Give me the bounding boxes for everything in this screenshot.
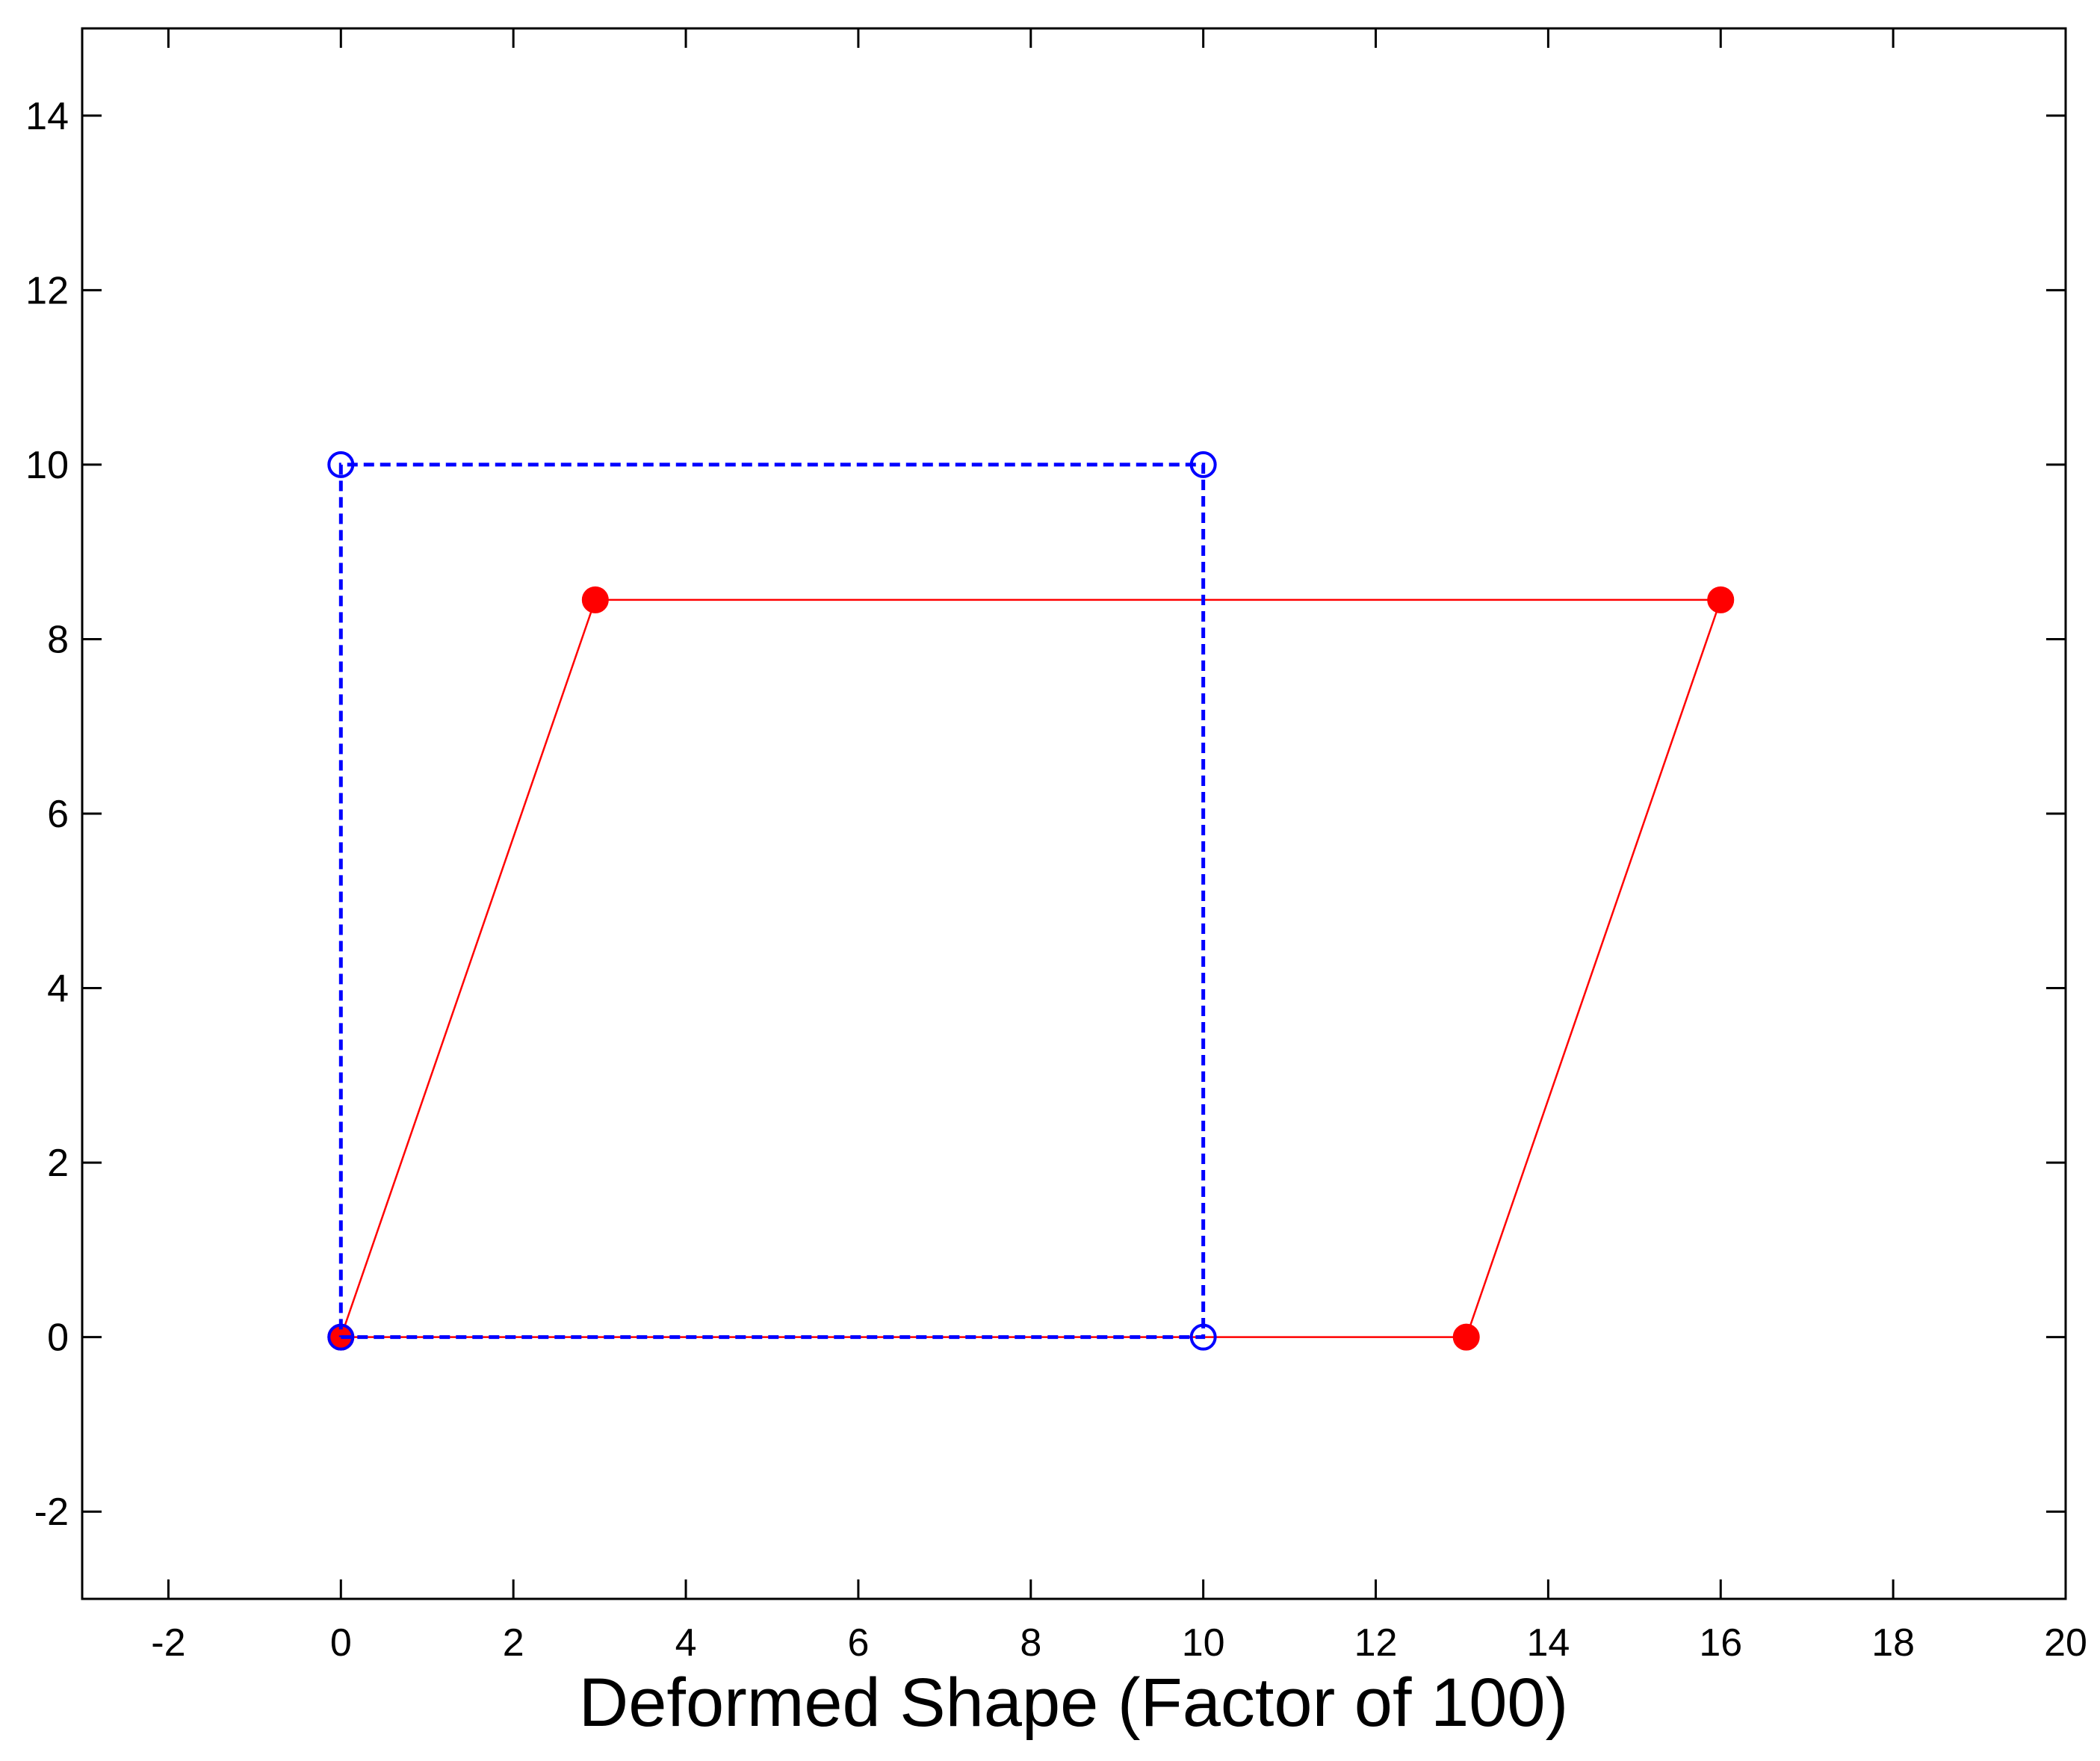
x-tick-label: 0 xyxy=(330,1621,352,1665)
y-tick-label: -2 xyxy=(34,1491,69,1534)
deformed-node-marker xyxy=(1707,586,1735,613)
plot-area xyxy=(82,28,2066,1599)
x-tick-label: 8 xyxy=(1020,1621,1041,1665)
x-tick-label: 16 xyxy=(1699,1621,1742,1665)
undeformed-node-marker xyxy=(1189,1323,1217,1351)
axes-frame xyxy=(81,27,2067,1600)
x-axis-label: Deformed Shape (Factor of 100) xyxy=(579,1665,1568,1741)
x-tick-label: 20 xyxy=(2044,1621,2087,1665)
deformed-node-marker xyxy=(581,586,609,613)
deformed-node-marker xyxy=(1452,1323,1480,1351)
y-tick-label: 14 xyxy=(25,95,69,138)
x-tick-label: 14 xyxy=(1526,1621,1570,1665)
x-tick-label: 18 xyxy=(1871,1621,1915,1665)
x-tick-label: 12 xyxy=(1354,1621,1398,1665)
undeformed-node-marker xyxy=(327,451,355,478)
undeformed-node-marker xyxy=(1189,451,1217,478)
series-layer xyxy=(327,451,1735,1351)
x-tick-label: 6 xyxy=(847,1621,869,1665)
y-tick-label: 6 xyxy=(47,793,69,836)
x-tick-label: 2 xyxy=(503,1621,524,1665)
y-tick-label: 8 xyxy=(47,618,69,661)
y-tick-label: 4 xyxy=(47,968,69,1011)
series-undeformed-line xyxy=(338,462,1206,1340)
x-tick-label: -2 xyxy=(151,1621,185,1665)
undeformed-node-marker xyxy=(327,1323,355,1351)
x-tick-label: 4 xyxy=(675,1621,697,1665)
y-tick-label: 10 xyxy=(25,444,69,487)
y-tick-label: 0 xyxy=(47,1316,69,1360)
y-tick-label: 2 xyxy=(47,1142,69,1185)
labels-layer: -2 0 2 4 6 8 10 12 14 16 18 20 -2 0 2 4 6 8 10 12 14 xyxy=(25,95,2087,1665)
y-tick-label: 12 xyxy=(25,269,69,312)
x-tick-label: 10 xyxy=(1182,1621,1225,1665)
